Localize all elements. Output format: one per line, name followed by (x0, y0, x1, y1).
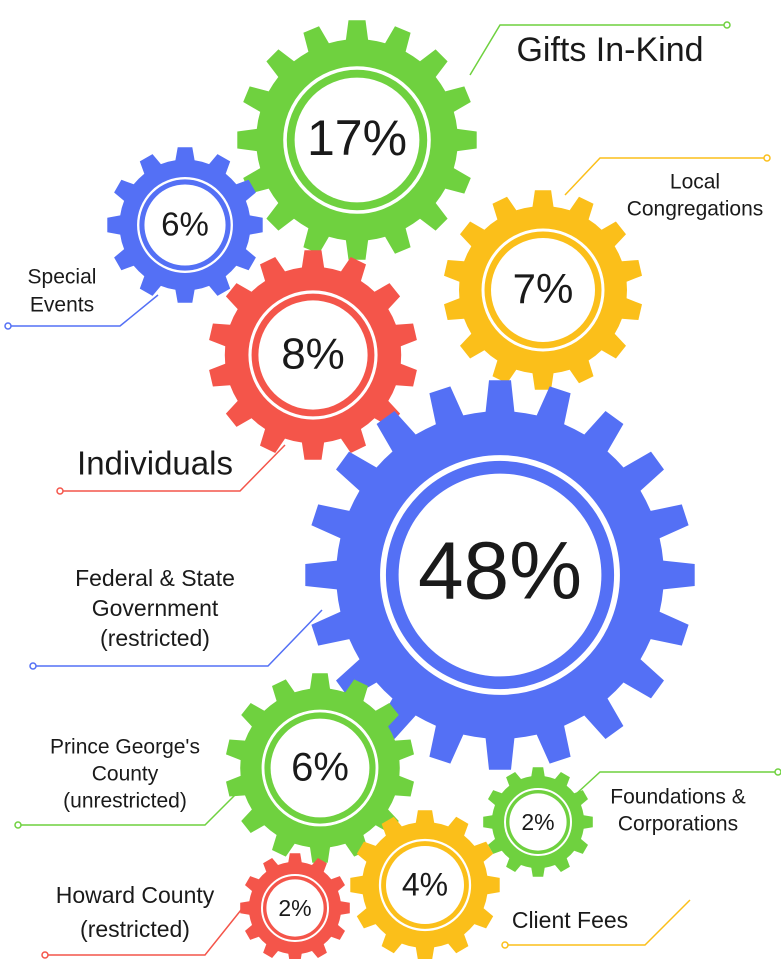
gear-group: 6% Prince George's County (unrestricted) (15, 673, 414, 862)
leader-dot (30, 663, 36, 669)
gear-group: 17% Gifts In-Kind (237, 20, 730, 259)
gear-label: Government (92, 595, 219, 621)
gear-label: Federal & State (75, 565, 235, 591)
gear-label: Events (30, 294, 94, 317)
gear-group: 8% Individuals (57, 250, 417, 494)
gear-group: 2% Foundations & Corporations (483, 767, 781, 877)
leader-dot (724, 22, 730, 28)
gear-percent: 8% (281, 330, 345, 379)
gear-label: Individuals (77, 445, 233, 482)
gear-label: County (92, 763, 159, 786)
gear-label: Corporations (618, 813, 738, 836)
gear-infographic: 17% Gifts In-Kind 6% Special Events 7% Local Co… (0, 0, 781, 959)
gear-label: (restricted) (100, 625, 210, 651)
gear-label: Foundations & (610, 786, 745, 809)
leader-dot (764, 155, 770, 161)
gear-percent: 4% (402, 866, 448, 902)
leader-dot (42, 952, 48, 958)
gear-label: Prince George's (50, 736, 200, 759)
gear-group: 7% Local Congregations (444, 155, 770, 390)
gear-percent: 6% (291, 746, 349, 790)
gear-label: Client Fees (512, 907, 628, 933)
gear-label: Local (670, 171, 720, 194)
gear-percent: 17% (307, 110, 407, 166)
leader-dot (502, 942, 508, 948)
gear-percent: 2% (278, 895, 311, 921)
leader-dot (5, 323, 11, 329)
leader-line (565, 158, 767, 195)
gear-label: Howard County (56, 882, 215, 908)
gear-percent: 7% (513, 265, 574, 312)
gear-percent: 48% (418, 526, 582, 617)
gear-label: (unrestricted) (63, 790, 187, 813)
gear-label: Gifts In-Kind (516, 31, 703, 69)
gear-group: 6% Special Events (5, 147, 263, 329)
gear-group: 2% Howard County (restricted) (42, 853, 350, 959)
gear-label: Congregations (627, 198, 764, 221)
leader-dot (775, 769, 781, 775)
gear-label: Special (28, 266, 97, 289)
leader-dot (57, 488, 63, 494)
leader-dot (15, 822, 21, 828)
gear-percent: 6% (161, 206, 209, 243)
gear-label: (restricted) (80, 916, 190, 942)
gear-percent: 2% (521, 809, 554, 835)
